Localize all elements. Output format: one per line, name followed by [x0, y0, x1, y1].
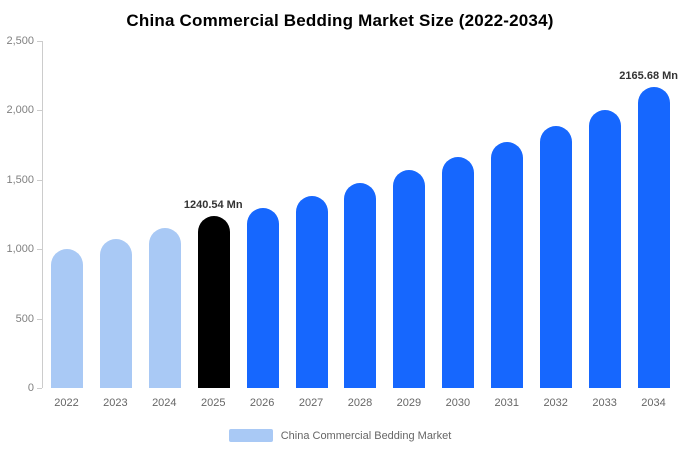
bar-2027[interactable]	[295, 195, 328, 388]
bar-2031[interactable]	[491, 142, 524, 388]
x-axis-label: 2024	[152, 397, 177, 409]
y-axis-tick-mark	[37, 179, 42, 181]
bar-slot	[385, 41, 434, 388]
bar-slot	[92, 41, 141, 388]
bar-slot	[531, 41, 580, 388]
bar-2032[interactable]	[539, 125, 572, 388]
bar-slot	[336, 41, 385, 388]
x-axis-label: 2031	[494, 397, 519, 409]
bar-slot	[580, 41, 629, 388]
x-axis-label: 2025	[200, 397, 226, 409]
x-axis-label: 2022	[54, 397, 79, 409]
bar-2033[interactable]	[588, 109, 621, 388]
bar-slot	[141, 41, 190, 388]
chart-title: China Commercial Bedding Market Size (20…	[126, 11, 554, 30]
x-axis-label: 2027	[298, 397, 324, 409]
legend[interactable]: China Commercial Bedding Market	[0, 429, 680, 442]
bar-2023[interactable]	[100, 238, 133, 388]
y-axis-tick-mark	[37, 41, 42, 42]
bar-2026[interactable]	[246, 207, 279, 388]
bar-slot	[629, 41, 678, 388]
bar-2030[interactable]	[442, 156, 475, 388]
x-axis-label: 2029	[396, 397, 422, 409]
y-axis-tick-label: 2,000	[6, 104, 34, 117]
plot-area	[42, 41, 678, 388]
y-axis-tick-mark	[37, 388, 42, 389]
x-axis: 2022 2023 2024 2025 2026 2027 2028 2029 2030 2031…	[42, 397, 678, 409]
y-axis-tick-label: 0	[27, 382, 34, 394]
y-axis-tick-label: 2,500	[6, 35, 34, 47]
bar-slot	[238, 41, 287, 388]
y-axis-tick-mark	[37, 110, 42, 112]
x-axis-label: 2028	[347, 397, 373, 409]
x-axis-label: 2023	[103, 397, 128, 409]
bar-2022[interactable]	[51, 249, 84, 388]
legend-label: China Commercial Bedding Market	[280, 429, 452, 442]
y-axis-tick-mark	[37, 249, 42, 251]
y-axis: 2,500 2,000 1,500 1,000 500 0	[0, 35, 42, 394]
bar-slot	[483, 41, 532, 388]
bar-2034[interactable]	[637, 87, 670, 388]
y-axis-tick-mark	[37, 318, 42, 320]
legend-swatch	[228, 429, 273, 442]
x-axis-label: 2030	[445, 397, 471, 409]
x-axis-label: 2034	[641, 397, 666, 409]
x-axis-label: 2032	[543, 397, 568, 409]
y-axis-tick-label: 1,000	[6, 243, 34, 256]
bar-2024[interactable]	[149, 228, 182, 388]
bar-slot	[190, 41, 239, 388]
bar-2025[interactable]	[197, 215, 230, 388]
bar-2028[interactable]	[344, 183, 377, 388]
bar-slot	[287, 41, 336, 388]
bar-2029[interactable]	[393, 170, 426, 388]
y-axis-tick-label: 1,500	[6, 173, 34, 186]
bar-slot	[434, 41, 483, 388]
x-axis-label: 2033	[592, 397, 617, 409]
bar-slot	[43, 41, 92, 388]
y-axis-tick-label: 500	[15, 312, 34, 325]
x-axis-label: 2026	[249, 397, 275, 409]
